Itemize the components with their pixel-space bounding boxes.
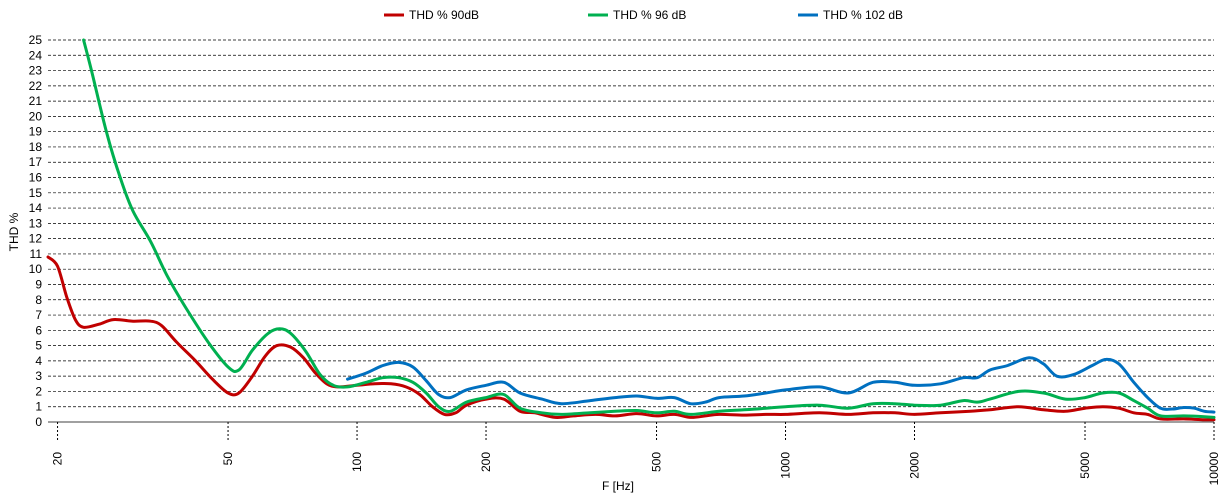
y-tick-label: 0 [35,415,42,429]
x-tick-label: 500 [650,452,664,472]
y-tick-label: 24 [29,48,43,62]
x-tick-label: 2000 [908,452,922,479]
y-axis-label: THD % [7,212,21,251]
y-tick-label: 9 [35,277,42,291]
y-tick-label: 23 [29,64,43,78]
y-tick-label: 13 [29,216,43,230]
x-tick-label: 20 [51,452,65,466]
y-tick-label: 21 [29,94,43,108]
x-axis-label: F [Hz] [602,479,634,493]
x-axis: 20 50 100 200 500 1000 2000 5000 10000 [51,422,1221,485]
y-tick-label: 11 [30,247,43,261]
grid-lines [48,39,1214,423]
y-tick-label: 15 [29,186,43,200]
legend-label: THD % 102 dB [823,8,903,22]
y-tick-label: 20 [29,109,43,123]
y-tick-label: 4 [35,354,42,368]
y-tick-label: 3 [35,369,42,383]
x-tick-label: 1000 [779,452,793,479]
plot-lines [46,38,1216,422]
x-tick-label: 50 [221,452,235,466]
y-tick-label: 25 [29,33,43,47]
x-tick-label: 200 [479,452,493,472]
y-tick-label: 1 [35,400,42,414]
y-tick-label: 5 [35,339,42,353]
y-axis: 0123456789101112131415161718192021222324… [29,33,43,429]
y-tick-label: 2 [35,384,42,398]
y-tick-label: 8 [35,293,42,307]
x-tick-label: 10000 [1207,452,1221,486]
x-tick-label: 5000 [1078,452,1092,479]
y-tick-label: 12 [29,232,43,246]
y-tick-label: 10 [29,262,43,276]
legend: THD % 90dB THD % 96 dB THD % 102 dB [384,8,903,22]
legend-label: THD % 96 dB [613,8,686,22]
x-tick-label: 100 [350,452,364,472]
y-tick-label: 22 [29,79,43,93]
series-line-2 [82,38,1216,419]
y-tick-label: 18 [29,140,43,154]
y-tick-label: 19 [29,125,43,139]
legend-label: THD % 90dB [409,8,479,22]
y-tick-label: 6 [35,323,42,337]
y-tick-label: 7 [35,308,42,322]
y-tick-label: 14 [29,201,43,215]
series-line-1 [46,255,1216,422]
y-tick-label: 16 [29,171,43,185]
series-line-3 [346,356,1216,414]
y-tick-label: 17 [29,155,43,169]
